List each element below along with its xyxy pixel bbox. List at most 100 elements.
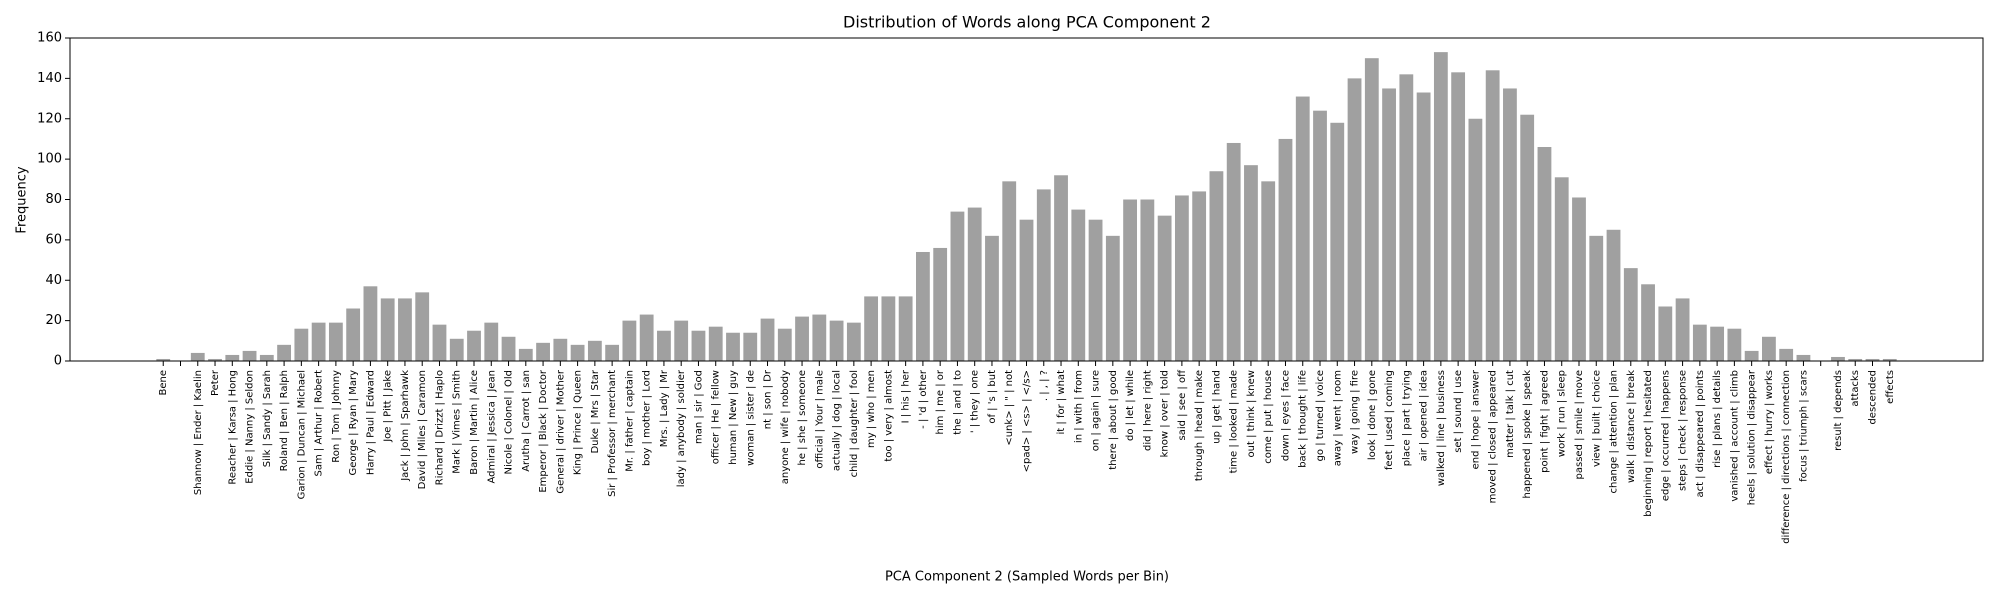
y-tick-label: 140 (37, 71, 62, 86)
bar (346, 308, 361, 361)
bar (795, 316, 809, 361)
x-tick-label: did | here | right (1142, 370, 1153, 451)
x-tick-label: Duke | Mrs | Star (590, 369, 601, 453)
x-tick-label: effects (1885, 370, 1896, 404)
x-tick-label: point | fight | agreed (1539, 370, 1550, 473)
y-tick-label: 20 (45, 313, 62, 328)
y-tick-label: 40 (45, 273, 62, 288)
bar (1071, 209, 1086, 361)
bar (190, 352, 205, 361)
bar (605, 344, 620, 361)
x-tick-label: ' | they | one (970, 370, 981, 433)
x-tick-label: Sir | Professor | merchant (607, 370, 618, 497)
x-tick-label: act | disappeared | points (1695, 370, 1706, 498)
bar (156, 358, 171, 361)
y-tick-label: 60 (45, 232, 62, 247)
x-tick-label: man | sir | God (693, 370, 704, 444)
x-tick-label: matter | talk | cut (1505, 370, 1516, 458)
x-tick-label: focus | triumph | scars (1798, 370, 1809, 482)
bar (1537, 147, 1552, 361)
bar (536, 342, 550, 361)
bar (691, 330, 706, 361)
bar (587, 340, 602, 361)
x-tick-label: Garion | Duncan | Michael (296, 370, 307, 499)
y-tick-label: 100 (37, 152, 62, 167)
x-tick-label: King | Prince | Queen (573, 370, 584, 475)
x-tick-label: effect | hurry | works (1764, 370, 1775, 474)
y-tick-label: 120 (37, 111, 62, 126)
x-tick-label: he | she | someone (797, 370, 808, 465)
x-tick-label: Roland | Ben | Ralph (279, 370, 290, 471)
x-tick-label: do | let | while (1125, 370, 1136, 441)
bar (311, 322, 326, 361)
x-tick-label: out | think | knew (1246, 370, 1257, 457)
x-tick-label: feet | used | coming (1384, 370, 1395, 470)
bar (1589, 235, 1604, 361)
bar (812, 314, 827, 361)
plot-frame (69, 37, 1984, 362)
x-tick-label: actually | dog | local (832, 370, 843, 471)
bar (277, 344, 291, 361)
x-tick-label: David | Miles | Caramon (417, 370, 428, 489)
bar (846, 322, 861, 361)
x-tick-label: there | about | good (1108, 370, 1119, 470)
bar (1796, 354, 1811, 361)
x-tick-label: result | depends (1833, 370, 1844, 451)
bar (1019, 219, 1034, 361)
bar (881, 296, 896, 361)
x-tick-label: back | thought | life (1298, 370, 1309, 468)
bar (1451, 72, 1466, 361)
bar (1433, 52, 1448, 361)
bar (1347, 78, 1362, 361)
bar (467, 330, 481, 361)
bar (829, 320, 844, 361)
x-tick-label: human | New | guy (728, 370, 739, 465)
x-tick-label: Richard | Drizzt | Haplo (434, 370, 445, 485)
x-tick-label: Bene (158, 370, 169, 396)
x-tick-label: of | 's | but (987, 370, 998, 424)
bar (363, 286, 378, 361)
x-tick-label: - | 'd | other (918, 369, 929, 429)
x-tick-label: set | sound | use (1453, 370, 1464, 453)
bar (208, 358, 222, 361)
bar (1226, 142, 1241, 361)
x-tick-label: too | very | almost (883, 370, 894, 462)
bar (1278, 138, 1293, 361)
x-tick-label: happened | spoke | speak (1522, 370, 1533, 499)
x-tick-label: on | again | sure (1091, 370, 1102, 451)
x-tick-label: walked | line | business (1436, 370, 1447, 486)
bar (967, 207, 982, 361)
bar (1882, 358, 1897, 361)
x-tick-label: walk | distance | break (1626, 370, 1637, 483)
x-tick-label: Mrs. | Lady | Mr (659, 369, 670, 447)
bar (1727, 328, 1742, 361)
bar (657, 330, 671, 361)
x-tick-label: Sam | Arthur | Robert (314, 370, 325, 477)
bar (484, 322, 499, 361)
x-tick-label: up | get | hand (1211, 370, 1222, 444)
bar (950, 211, 965, 361)
bar (864, 296, 879, 361)
x-tick-label: Nicole | Colonel | Old (504, 370, 515, 475)
x-tick-label: descended (1868, 370, 1879, 425)
bar (1416, 92, 1431, 361)
x-tick-label: Peter (210, 369, 221, 396)
y-axis-label: Frequency (15, 166, 30, 233)
x-tick-label: woman | sister | de (745, 370, 756, 466)
bar (570, 344, 585, 361)
bar (777, 328, 792, 361)
bar (1831, 356, 1845, 361)
bar (1554, 177, 1569, 361)
x-tick-label: difference | directions | connection (1781, 370, 1792, 544)
bar (449, 338, 464, 361)
x-tick-label: boy | mother | Lord (642, 370, 653, 466)
x-tick-label: Joe | Pitt | Jake (383, 370, 394, 443)
bar (1261, 181, 1276, 361)
x-tick-label: end | hope | answer (1470, 369, 1481, 469)
x-tick-label: nt | son | Dr (763, 369, 774, 429)
x-tick-label: George | Ryan | Mary (348, 370, 359, 476)
x-axis-label: PCA Component 2 (Sampled Words per Bin) (885, 570, 1169, 585)
x-tick-label: way | going | fire (1350, 370, 1361, 454)
bar (501, 336, 516, 361)
